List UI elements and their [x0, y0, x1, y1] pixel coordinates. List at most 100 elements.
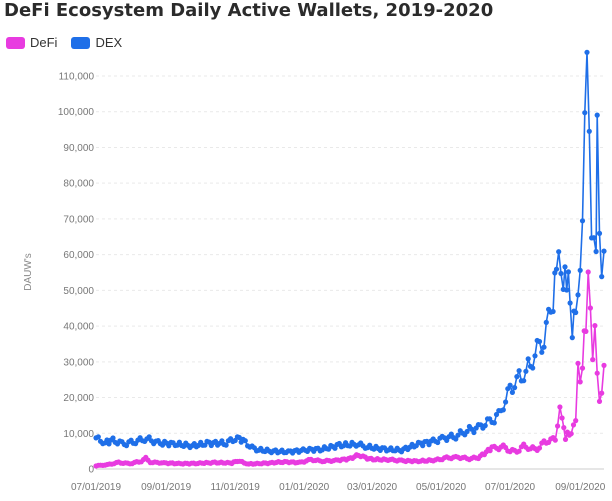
legend-item-dex[interactable]: DEX [71, 35, 122, 50]
data-point-dex[interactable] [509, 389, 515, 395]
data-point-dex[interactable] [453, 436, 459, 442]
data-point-dex[interactable] [95, 434, 101, 440]
data-point-defi[interactable] [599, 390, 605, 396]
legend: DeFi DEX [6, 35, 122, 50]
data-point-dex[interactable] [582, 110, 588, 116]
data-point-defi[interactable] [559, 415, 565, 421]
data-point-defi[interactable] [573, 418, 579, 424]
data-point-dex[interactable] [532, 353, 538, 359]
data-point-dex[interactable] [577, 267, 583, 273]
data-point-dex[interactable] [601, 248, 607, 254]
data-point-defi[interactable] [562, 436, 569, 442]
y-tick-label: 40,000 [63, 322, 94, 333]
data-point-dex[interactable] [464, 428, 470, 435]
data-point-dex[interactable] [558, 270, 564, 277]
data-point-defi[interactable] [561, 425, 567, 431]
data-point-dex[interactable] [514, 374, 520, 380]
data-point-defi[interactable] [516, 448, 522, 454]
data-point-dex[interactable] [242, 438, 248, 444]
x-tick-label: 05/01/2020 [416, 482, 466, 493]
data-point-defi[interactable] [587, 305, 594, 311]
y-tick-label: 0 [88, 465, 94, 476]
data-point-dex[interactable] [530, 365, 536, 371]
data-point-defi[interactable] [601, 362, 607, 368]
data-point-dex[interactable] [471, 429, 477, 436]
data-point-defi[interactable] [596, 398, 603, 404]
data-point-dex[interactable] [123, 443, 130, 449]
data-point-dex[interactable] [503, 399, 509, 405]
data-point-dex[interactable] [521, 378, 527, 384]
legend-label-dex: DEX [95, 35, 123, 50]
data-point-dex[interactable] [435, 439, 441, 446]
data-point-dex[interactable] [104, 437, 110, 443]
data-point-defi[interactable] [577, 379, 583, 385]
data-point-dex[interactable] [507, 382, 513, 388]
data-point-dex[interactable] [586, 128, 592, 134]
data-point-defi[interactable] [555, 423, 561, 429]
x-tick-label: 01/01/2020 [279, 482, 329, 493]
data-point-defi[interactable] [570, 422, 577, 428]
data-point-dex[interactable] [525, 356, 531, 362]
legend-label-defi: DeFi [30, 35, 58, 50]
data-point-dex[interactable] [539, 349, 545, 355]
data-point-dex[interactable] [553, 266, 560, 272]
data-point-defi[interactable] [583, 328, 589, 334]
data-point-dex[interactable] [146, 434, 152, 440]
data-point-dex[interactable] [556, 249, 562, 255]
data-point-dex[interactable] [541, 344, 547, 350]
data-point-defi[interactable] [487, 448, 493, 454]
data-point-dex[interactable] [482, 423, 488, 429]
y-axis-ticks: 0 10,000 20,000 30,000 40,000 50,000 60,000 70,… [58, 72, 95, 476]
data-point-dex[interactable] [593, 248, 599, 255]
data-point-dex[interactable] [110, 435, 116, 441]
data-point-dex[interactable] [511, 385, 518, 391]
data-point-dex[interactable] [564, 287, 570, 293]
y-tick-label: 80,000 [63, 179, 94, 190]
data-point-defi[interactable] [575, 360, 581, 366]
y-tick-label: 60,000 [63, 250, 94, 261]
data-point-dex[interactable] [493, 411, 500, 418]
data-point-dex[interactable] [455, 432, 461, 438]
series-layer [93, 49, 607, 469]
data-point-dex[interactable] [500, 407, 506, 413]
data-point-dex[interactable] [565, 269, 572, 275]
data-point-dex[interactable] [584, 49, 590, 55]
data-point-dex[interactable] [599, 274, 605, 280]
data-point-dex[interactable] [536, 338, 543, 345]
data-point-dex[interactable] [516, 368, 522, 374]
data-point-defi[interactable] [579, 365, 586, 371]
data-point-dex[interactable] [523, 368, 529, 374]
data-point-dex[interactable] [562, 264, 568, 270]
legend-item-defi[interactable]: DeFi [6, 35, 57, 50]
data-point-dex[interactable] [106, 441, 112, 447]
data-point-dex[interactable] [569, 335, 575, 341]
data-point-defi[interactable] [594, 370, 600, 376]
data-point-defi[interactable] [536, 445, 543, 451]
y-tick-label: 110,000 [59, 72, 95, 83]
data-point-dex[interactable] [491, 420, 497, 426]
data-point-defi[interactable] [568, 431, 574, 437]
data-point-dex[interactable] [212, 438, 219, 444]
x-tick-label: 11/01/2019 [211, 482, 261, 493]
data-point-defi[interactable] [592, 323, 598, 329]
data-point-dex[interactable] [543, 319, 549, 325]
data-point-defi[interactable] [585, 269, 591, 275]
data-point-dex[interactable] [332, 445, 338, 451]
data-point-defi[interactable] [590, 357, 596, 363]
data-point-dex[interactable] [591, 235, 597, 241]
series-dex [93, 49, 607, 456]
data-point-dex[interactable] [573, 309, 579, 316]
data-point-dex[interactable] [223, 442, 229, 448]
data-point-defi[interactable] [557, 404, 563, 410]
x-axis-ticks: 07/01/2019 09/01/2019 11/01/2019 01/01/2020… [71, 482, 606, 493]
data-point-dex[interactable] [420, 443, 426, 449]
data-point-dex[interactable] [596, 230, 603, 236]
data-point-dex[interactable] [575, 292, 581, 298]
data-point-dex[interactable] [550, 308, 556, 315]
data-point-dex[interactable] [567, 300, 573, 306]
data-point-dex[interactable] [202, 442, 208, 448]
data-point-defi[interactable] [552, 437, 558, 443]
data-point-dex[interactable] [579, 218, 586, 224]
data-point-dex[interactable] [594, 112, 600, 118]
